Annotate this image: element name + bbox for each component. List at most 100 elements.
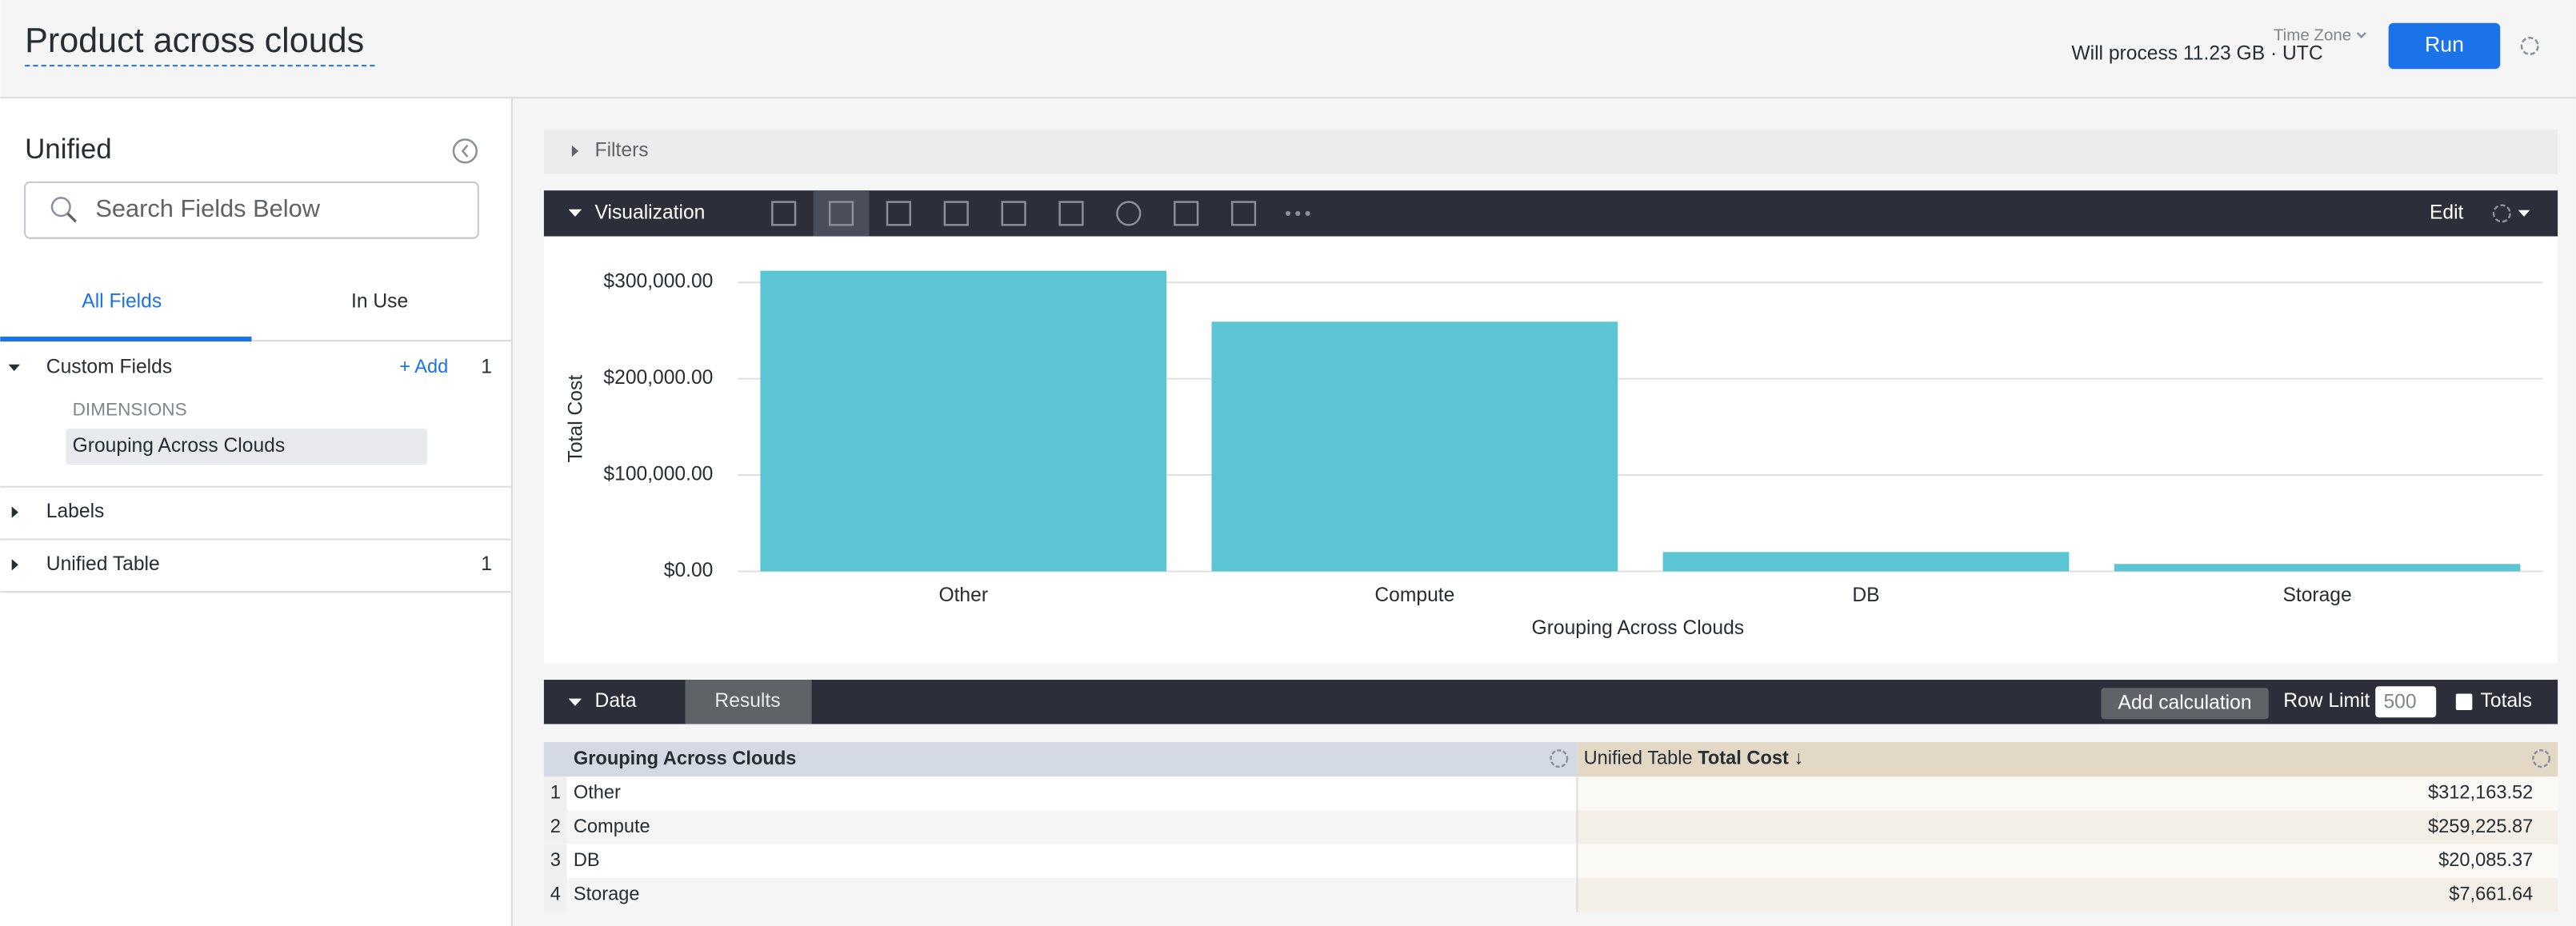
cell[interactable]: $259,225.87 [2428, 816, 2533, 837]
add-calculation-label[interactable]: Add calculation [2118, 692, 2252, 713]
cell[interactable]: Storage [574, 884, 640, 904]
row-limit-input[interactable] [2375, 686, 2437, 718]
line-icon[interactable] [1001, 201, 1026, 226]
selected-viz [813, 190, 870, 237]
table-icon[interactable] [771, 201, 797, 226]
row-limit-value[interactable]: 500 [2383, 691, 2416, 712]
search-icon-handle [66, 212, 77, 223]
visualization-label[interactable]: Visualization [595, 202, 706, 223]
row-background [1577, 776, 2558, 811]
expand-icon [571, 145, 579, 158]
column-settings[interactable] [2532, 749, 2551, 768]
chevron [2356, 32, 2366, 38]
bar[interactable] [2114, 564, 2521, 572]
collapse-icon[interactable] [568, 698, 582, 706]
y-axis-title: Total Cost [565, 375, 586, 463]
edit-button[interactable]: Edit [2430, 202, 2464, 223]
column-header-name: Total Cost ↓ [1698, 748, 1803, 769]
labels-label[interactable]: Labels [46, 501, 105, 522]
process-info: Will process 11.23 GB · UTC [2071, 42, 2322, 64]
field-item-label[interactable]: Grouping Across Clouds [73, 435, 286, 457]
row-number-cell [543, 810, 567, 844]
column-icon[interactable] [828, 201, 854, 226]
bar-chart: $0.00 $100,000.00 $200,000.00 $300,000.00 Ot… [603, 270, 2543, 606]
add-link[interactable]: + Add [399, 357, 448, 377]
settings-icon[interactable] [2520, 36, 2539, 55]
measure-header[interactable] [1577, 742, 2558, 777]
filters-label[interactable]: Filters [595, 139, 649, 161]
y-tick-label: $0.00 [664, 560, 714, 581]
map-icon[interactable] [1174, 201, 1199, 226]
visualization-bar [543, 190, 2558, 237]
search-box[interactable] [24, 181, 479, 239]
tab-indicator [0, 336, 252, 342]
collapse-arrow [461, 144, 469, 158]
more-dot[interactable] [1295, 210, 1301, 216]
more-dot[interactable] [1305, 210, 1310, 216]
data-tab[interactable]: Data [595, 690, 637, 712]
row-background [543, 810, 1578, 844]
table-body: 1 Other $312,163.52 2 Compute $259,225.87 3 DB $… [543, 776, 2558, 912]
row-number-cell [543, 844, 567, 879]
row-limit-label: Row Limit [2283, 690, 2370, 712]
results-tab-label[interactable]: Results [714, 690, 780, 712]
more-dot[interactable] [1285, 210, 1291, 216]
x-tick-label: Compute [1374, 585, 1454, 606]
dropdown-icon [2518, 210, 2530, 218]
cell[interactable]: Other [574, 783, 621, 804]
expand-icon [11, 559, 18, 571]
bar[interactable] [1211, 321, 1618, 572]
sidebar-title: Unified [25, 134, 112, 165]
totals-label[interactable]: Totals [2481, 690, 2532, 712]
filters-bar[interactable] [543, 130, 2558, 174]
column-header[interactable]: Grouping Across Clouds [574, 748, 797, 769]
cell[interactable]: Compute [574, 816, 650, 837]
tab-in-use[interactable]: In Use [351, 290, 408, 312]
run-label[interactable]: Run [2425, 33, 2464, 57]
field-item[interactable] [66, 428, 428, 465]
tab-all-fields[interactable]: All Fields [82, 290, 162, 312]
viz-icons[interactable] [771, 201, 1310, 226]
row-background [543, 844, 1578, 879]
run-button[interactable] [2388, 22, 2501, 70]
column-header[interactable]: Unified Table Total Cost ↓ [1584, 748, 1804, 769]
results-tab[interactable] [685, 680, 812, 724]
cell[interactable]: $20,085.37 [2438, 850, 2533, 871]
x-axis-title: Grouping Across Clouds [1532, 617, 1745, 639]
row-number-cell [543, 878, 567, 912]
unified-table-label[interactable]: Unified Table [46, 553, 160, 575]
y-tick-label: $200,000.00 [603, 367, 713, 389]
search-placeholder[interactable]: Search Fields Below [95, 194, 320, 222]
row-background [1577, 810, 2558, 844]
scatter-icon[interactable] [943, 201, 969, 226]
column-settings[interactable] [1550, 749, 1569, 768]
page-title[interactable]: Product across clouds [25, 22, 364, 60]
cell[interactable]: $7,661.64 [2449, 884, 2533, 904]
bar-icon[interactable] [886, 201, 911, 226]
bar[interactable] [1662, 552, 2070, 572]
cell[interactable]: DB [574, 850, 600, 871]
cell[interactable]: $312,163.52 [2428, 783, 2533, 804]
row-number: 3 [550, 850, 561, 871]
bar[interactable] [760, 270, 1167, 572]
add-calculation-button[interactable] [2101, 688, 2269, 720]
collapse-icon[interactable] [568, 209, 582, 218]
collapse-icon[interactable] [452, 138, 478, 164]
time-zone-label[interactable]: Time Zone [2274, 26, 2351, 45]
row-number: 2 [550, 816, 561, 837]
single-value-icon[interactable] [1230, 201, 1257, 226]
viz-settings-icon[interactable] [2492, 204, 2511, 223]
pie-icon[interactable] [1116, 201, 1142, 226]
expand-icon [8, 364, 20, 372]
totals-checkbox[interactable] [2455, 693, 2473, 711]
row-number: 1 [550, 783, 561, 804]
x-tick-label: Other [938, 585, 988, 606]
dimension-header[interactable] [543, 742, 1578, 777]
area-icon[interactable] [1058, 201, 1084, 226]
x-tick-label: Storage [2282, 585, 2351, 606]
row-number-cell [543, 776, 567, 811]
row-background [543, 878, 1578, 912]
custom-fields-label[interactable]: Custom Fields [46, 356, 172, 377]
